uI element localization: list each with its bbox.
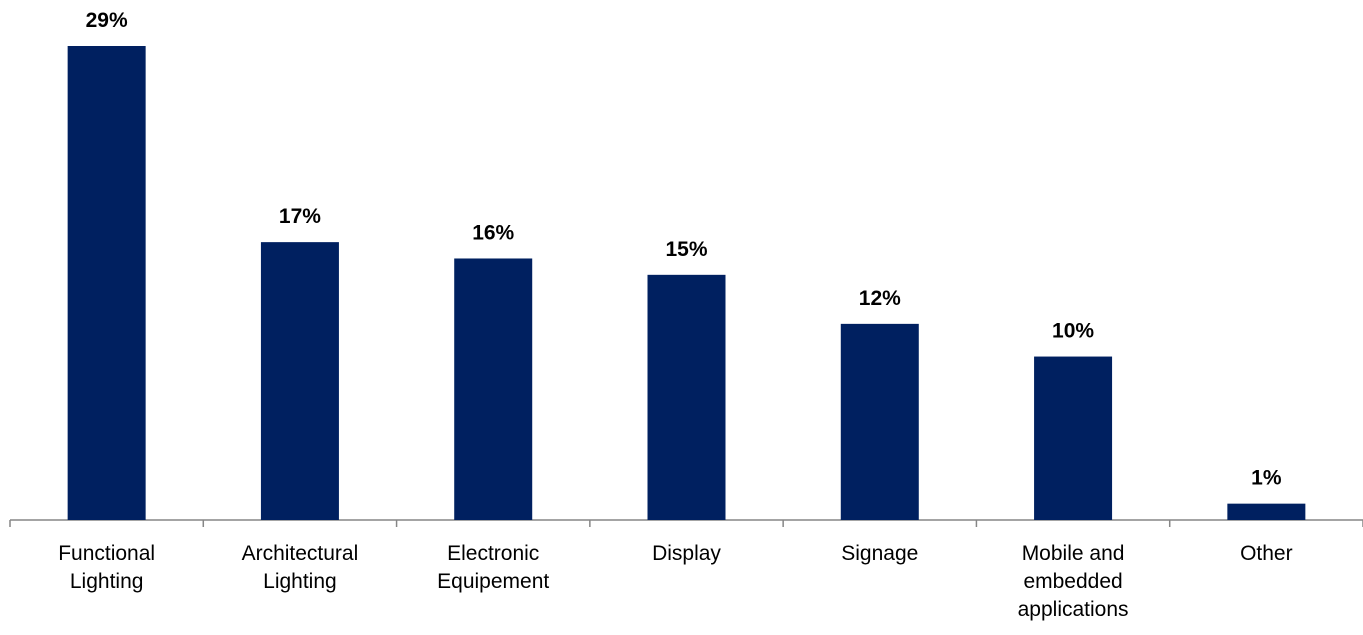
value-label: 10%: [1052, 320, 1094, 343]
bar: [454, 258, 533, 520]
x-tick-label: Other: [1240, 542, 1293, 565]
x-tick-label: Electronic Equipement: [437, 542, 550, 593]
x-tick-label: Display: [652, 542, 721, 565]
value-label: 1%: [1251, 467, 1282, 490]
value-label: 15%: [665, 238, 707, 261]
bar: [840, 323, 919, 520]
value-label: 29%: [86, 9, 128, 32]
x-tick-label: Signage: [841, 542, 919, 565]
bar: [647, 274, 726, 520]
bar: [260, 242, 339, 520]
value-label: 12%: [859, 287, 901, 310]
bar: [67, 46, 146, 520]
value-label: 17%: [279, 205, 321, 228]
x-tick-label: Functional Lighting: [58, 542, 156, 593]
x-tick-label: Mobile and embedded applications: [1017, 542, 1129, 621]
bar: [1034, 356, 1113, 520]
bar: [1227, 503, 1306, 520]
value-label: 16%: [472, 221, 514, 244]
x-tick-label: Architectural Lighting: [241, 542, 359, 593]
